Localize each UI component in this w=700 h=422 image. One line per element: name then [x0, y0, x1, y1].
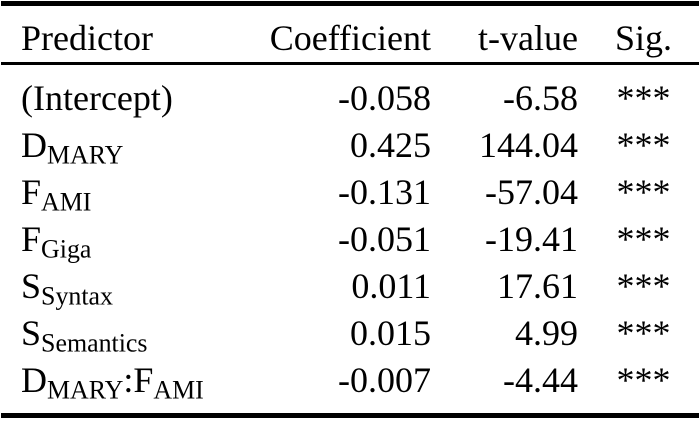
table-row-dmary-fami-interaction: DMARY:FAMI -0.007 -4.44 *** [1, 357, 699, 404]
column-header-coefficient: Coefficient [269, 18, 431, 58]
predictor-subscript-2: AMI [153, 375, 204, 405]
coefficient-cell: -0.051 [338, 219, 431, 259]
sig-cell: *** [616, 125, 671, 165]
coefficient-cell: -0.058 [338, 78, 431, 118]
coefficient-cell: 0.011 [351, 266, 431, 306]
coefficient-cell: -0.131 [338, 172, 431, 212]
table-body: (Intercept) -0.058 -6.58 *** DMARY 0.425… [1, 65, 699, 404]
bottom-rule [1, 413, 699, 418]
column-header-tvalue: t-value [478, 18, 578, 58]
predictor-subscript: MARY [47, 375, 124, 405]
tvalue-cell: 144.04 [479, 125, 578, 165]
predictor-subscript: AMI [41, 187, 92, 217]
predictor-base: D [21, 360, 47, 400]
top-rule [1, 1, 699, 6]
predictor-subscript: Giga [41, 234, 92, 264]
table-row-fgiga: FGiga -0.051 -19.41 *** [1, 216, 699, 263]
sig-cell: *** [616, 172, 671, 212]
predictor-cell: FGiga [1, 216, 251, 263]
predictor-base: S [21, 266, 42, 306]
table-row-ssyntax: SSyntax 0.011 17.61 *** [1, 263, 699, 310]
predictor-cell: SSyntax [1, 263, 251, 310]
tvalue-cell: -6.58 [503, 78, 578, 118]
sig-cell: *** [616, 313, 671, 353]
predictor-cell: SSemantics [1, 310, 251, 357]
table-row-intercept: (Intercept) -0.058 -6.58 *** [1, 75, 699, 122]
header-rule [1, 62, 699, 65]
predictor-base: F [21, 172, 42, 212]
coefficient-cell: 0.015 [350, 313, 431, 353]
predictor-base-2: F [133, 360, 154, 400]
sig-cell: *** [616, 78, 671, 118]
predictor-cell: (Intercept) [1, 75, 251, 122]
sig-cell: *** [616, 360, 671, 400]
tvalue-cell: 4.99 [515, 313, 578, 353]
column-header-sig: Sig. [614, 18, 673, 58]
predictor-base: S [21, 313, 42, 353]
coefficient-cell: 0.425 [350, 125, 431, 165]
table-row-fami: FAMI -0.131 -57.04 *** [1, 169, 699, 216]
predictor-base: D [21, 125, 47, 165]
predictor-subscript: Semantics [41, 328, 148, 358]
predictor-cell: DMARY [1, 122, 251, 169]
table-row-ssemantics: SSemantics 0.015 4.99 *** [1, 310, 699, 357]
predictor-subscript: Syntax [41, 281, 113, 311]
tvalue-cell: -57.04 [485, 172, 578, 212]
predictor-base: (Intercept) [21, 78, 173, 118]
predictor-subscript: MARY [47, 140, 124, 170]
predictor-base: F [21, 219, 42, 259]
tvalue-cell: -4.44 [503, 360, 578, 400]
coefficient-cell: -0.007 [338, 360, 431, 400]
tvalue-cell: -19.41 [485, 219, 578, 259]
predictor-cell: DMARY:FAMI [1, 357, 251, 404]
column-header-predictor: Predictor [21, 18, 153, 58]
header-row: Predictor Coefficient t-value Sig. [1, 6, 699, 62]
predictor-cell: FAMI [1, 169, 251, 216]
interaction-colon: : [123, 360, 134, 400]
table-row-dmary: DMARY 0.425 144.04 *** [1, 122, 699, 169]
tvalue-cell: 17.61 [497, 266, 578, 306]
sig-cell: *** [616, 266, 671, 306]
sig-cell: *** [616, 219, 671, 259]
